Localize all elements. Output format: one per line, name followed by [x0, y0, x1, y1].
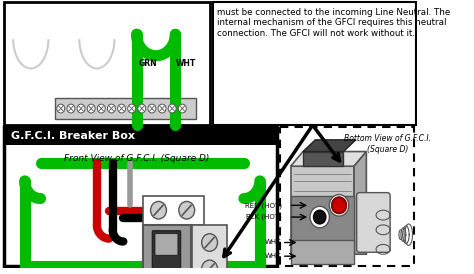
Text: BLK (HOT): BLK (HOT)	[246, 214, 282, 220]
FancyBboxPatch shape	[280, 127, 414, 266]
FancyBboxPatch shape	[4, 127, 277, 145]
Text: OFF: OFF	[159, 269, 174, 274]
Circle shape	[201, 234, 218, 251]
FancyBboxPatch shape	[303, 152, 344, 166]
FancyBboxPatch shape	[155, 234, 178, 255]
Text: (Square D): (Square D)	[367, 145, 408, 154]
Text: GRN: GRN	[138, 59, 157, 68]
FancyBboxPatch shape	[213, 2, 416, 125]
Circle shape	[118, 104, 126, 113]
Text: Bottom View of G.F.C.I.: Bottom View of G.F.C.I.	[344, 134, 431, 143]
Circle shape	[67, 104, 75, 113]
Circle shape	[148, 104, 156, 113]
FancyBboxPatch shape	[152, 231, 181, 274]
Circle shape	[329, 195, 349, 216]
Circle shape	[97, 104, 105, 113]
Text: WHT: WHT	[176, 59, 196, 68]
Text: Front View of G.F.C.I. (Square D): Front View of G.F.C.I. (Square D)	[64, 154, 209, 163]
Text: WHT: WHT	[264, 239, 281, 246]
FancyBboxPatch shape	[291, 166, 354, 254]
FancyBboxPatch shape	[143, 196, 204, 225]
Text: RED (HOT): RED (HOT)	[245, 202, 282, 209]
Circle shape	[158, 104, 166, 113]
Circle shape	[108, 104, 115, 113]
Text: must be connected to the incoming Line Neutral. The
internal mechanism of the GF: must be connected to the incoming Line N…	[217, 8, 450, 38]
Polygon shape	[291, 152, 366, 166]
Circle shape	[201, 260, 218, 274]
Circle shape	[168, 104, 176, 113]
FancyBboxPatch shape	[4, 2, 210, 125]
Circle shape	[332, 198, 346, 213]
Polygon shape	[354, 152, 366, 254]
FancyBboxPatch shape	[192, 225, 227, 274]
Polygon shape	[303, 140, 356, 152]
Circle shape	[178, 104, 186, 113]
Circle shape	[128, 104, 136, 113]
Circle shape	[77, 104, 85, 113]
Circle shape	[310, 206, 329, 228]
FancyBboxPatch shape	[55, 98, 195, 119]
Text: G.F.C.I. Breaker Box: G.F.C.I. Breaker Box	[10, 131, 135, 141]
FancyBboxPatch shape	[143, 225, 191, 274]
Text: ON: ON	[161, 238, 173, 244]
FancyBboxPatch shape	[4, 127, 277, 266]
Circle shape	[138, 104, 146, 113]
FancyBboxPatch shape	[291, 239, 354, 264]
Text: WHT: WHT	[264, 253, 281, 259]
Circle shape	[179, 201, 195, 219]
Circle shape	[87, 104, 95, 113]
Circle shape	[151, 201, 166, 219]
FancyBboxPatch shape	[356, 193, 390, 252]
Circle shape	[313, 210, 326, 224]
Circle shape	[57, 104, 65, 113]
Circle shape	[332, 198, 346, 213]
FancyBboxPatch shape	[291, 196, 354, 254]
